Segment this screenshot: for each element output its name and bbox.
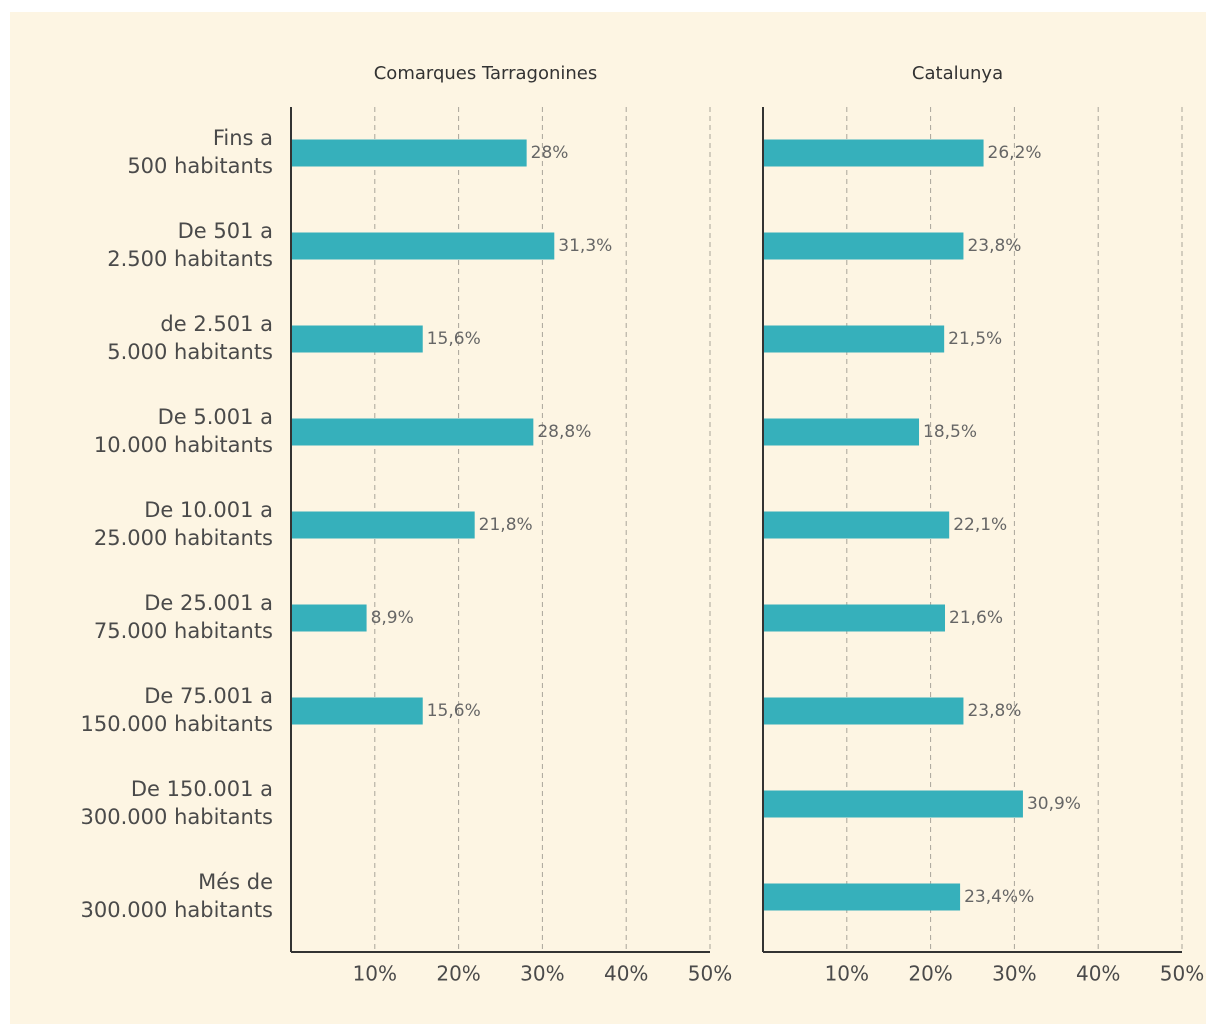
x-tick-label: 40% bbox=[604, 962, 648, 986]
value-label: 30,9% bbox=[1027, 794, 1081, 814]
x-tick-label: 10% bbox=[825, 962, 869, 986]
value-label: 15,6% bbox=[427, 329, 481, 349]
category-label: de 2.501 a 5.000 habitants bbox=[107, 312, 273, 364]
x-tick-label: 50% bbox=[688, 962, 732, 986]
category-label: De 10.001 a 25.000 habitants bbox=[94, 498, 273, 550]
value-label: 18,5% bbox=[923, 422, 977, 442]
bar bbox=[764, 232, 964, 260]
bar bbox=[292, 418, 534, 446]
bar bbox=[764, 511, 950, 539]
bar bbox=[764, 139, 984, 167]
bar bbox=[764, 325, 945, 353]
panel-title: Catalunya bbox=[912, 63, 1003, 84]
x-tick-label: 10% bbox=[353, 962, 397, 986]
value-label: 28% bbox=[531, 143, 569, 163]
category-label: Més de 300.000 habitants bbox=[81, 870, 273, 922]
x-tick-label: 20% bbox=[436, 962, 480, 986]
value-label: 23,8% bbox=[967, 701, 1021, 721]
bar bbox=[292, 325, 423, 353]
category-label: De 150.001 a 300.000 habitants bbox=[81, 777, 273, 829]
x-tick-label: 30% bbox=[992, 962, 1036, 986]
bar bbox=[764, 697, 964, 725]
x-tick-label: 50% bbox=[1160, 962, 1204, 986]
bar bbox=[764, 604, 946, 632]
x-tick-label: 30% bbox=[520, 962, 564, 986]
value-label: 26,2% bbox=[988, 143, 1042, 163]
value-label: 21,8% bbox=[479, 515, 533, 535]
value-label: 21,5% bbox=[948, 329, 1002, 349]
bar bbox=[764, 790, 1023, 818]
value-label: 23,8% bbox=[967, 236, 1021, 256]
bar bbox=[292, 697, 423, 725]
category-label: Fins a 500 habitants bbox=[127, 126, 273, 178]
bar bbox=[292, 511, 475, 539]
value-label: 31,3% bbox=[558, 236, 612, 256]
category-label: De 25.001 a 75.000 habitants bbox=[94, 591, 273, 643]
bar bbox=[292, 232, 555, 260]
x-tick-label: 20% bbox=[908, 962, 952, 986]
panel-title: Comarques Tarragonines bbox=[374, 63, 598, 84]
bar bbox=[764, 418, 920, 446]
x-tick-label: 40% bbox=[1076, 962, 1120, 986]
value-label: 21,6% bbox=[949, 608, 1003, 628]
bar bbox=[764, 883, 961, 911]
bar bbox=[292, 604, 367, 632]
value-label: 15,6% bbox=[427, 701, 481, 721]
value-label: 22,1% bbox=[953, 515, 1007, 535]
value-label: 23,4%% bbox=[964, 887, 1034, 907]
category-label: De 501 a 2.500 habitants bbox=[107, 219, 273, 271]
background bbox=[10, 12, 1206, 1024]
value-label: 8,9% bbox=[371, 608, 414, 628]
value-label: 28,8% bbox=[537, 422, 591, 442]
category-label: De 75.001 a 150.000 habitants bbox=[81, 684, 273, 736]
category-label: De 5.001 a 10.000 habitants bbox=[94, 405, 273, 457]
bar bbox=[292, 139, 527, 167]
